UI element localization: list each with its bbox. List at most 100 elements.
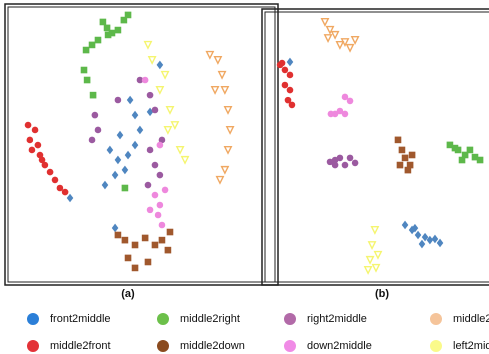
point — [476, 156, 484, 164]
point — [284, 96, 292, 104]
point — [66, 193, 74, 203]
point — [421, 232, 429, 242]
point — [31, 126, 39, 134]
point — [124, 254, 132, 262]
point — [141, 76, 149, 84]
point — [131, 264, 139, 272]
point — [406, 161, 414, 169]
point — [121, 236, 129, 244]
point — [180, 155, 190, 165]
point — [365, 255, 375, 265]
point — [103, 24, 111, 32]
panel-label: (b) — [375, 288, 389, 300]
point — [166, 228, 174, 236]
point — [327, 110, 335, 118]
legend-label: front2middle — [50, 313, 111, 325]
point — [170, 121, 180, 130]
legend-label: down2middle — [307, 340, 372, 352]
point — [223, 145, 233, 155]
point — [286, 86, 294, 94]
point — [331, 161, 339, 169]
point — [151, 241, 159, 249]
point — [330, 30, 340, 40]
point — [146, 146, 154, 154]
point — [350, 35, 360, 45]
point — [220, 85, 230, 95]
point — [320, 17, 330, 27]
point — [141, 234, 149, 242]
point — [205, 50, 215, 60]
point — [89, 91, 97, 99]
point — [156, 201, 164, 209]
point — [213, 56, 223, 65]
legend-label: middle2right — [180, 313, 240, 325]
point — [370, 225, 380, 235]
point — [466, 146, 474, 154]
legend-marker — [284, 313, 296, 325]
point — [56, 184, 64, 192]
point — [38, 156, 46, 164]
panel-frame — [7, 6, 276, 283]
point — [131, 110, 139, 120]
point — [144, 181, 152, 189]
point — [158, 221, 166, 229]
point — [104, 31, 112, 39]
point — [288, 101, 296, 109]
point — [146, 206, 154, 214]
point — [346, 97, 354, 105]
legend-marker — [157, 340, 169, 352]
point — [83, 76, 91, 84]
point — [398, 146, 406, 154]
point — [156, 141, 164, 149]
point — [82, 46, 90, 54]
point — [121, 184, 129, 192]
point — [411, 223, 419, 233]
point — [278, 59, 286, 67]
panel-frame — [264, 11, 489, 283]
legend-marker — [27, 340, 39, 352]
point — [124, 150, 132, 160]
point — [220, 165, 230, 175]
point — [155, 85, 165, 95]
point — [363, 265, 373, 275]
point — [108, 29, 116, 37]
point — [345, 43, 355, 53]
legend-marker — [27, 313, 39, 325]
legend-label: left2middle — [453, 340, 489, 352]
point — [136, 125, 144, 135]
point — [164, 246, 172, 254]
point — [24, 121, 32, 129]
point — [336, 107, 344, 115]
point — [26, 136, 34, 144]
panel-frame — [4, 3, 279, 286]
point — [396, 161, 404, 169]
point — [371, 263, 381, 273]
panel-frame — [261, 8, 489, 286]
panel-label: (a) — [121, 288, 135, 300]
point — [114, 96, 122, 104]
point — [401, 220, 409, 230]
point — [175, 145, 185, 155]
point — [46, 168, 54, 176]
point — [431, 234, 439, 244]
point — [151, 161, 159, 169]
point — [156, 171, 164, 179]
point — [351, 159, 359, 167]
point — [114, 26, 122, 34]
point — [116, 130, 124, 140]
point — [210, 85, 220, 95]
point — [151, 106, 159, 114]
point — [346, 154, 354, 162]
point — [471, 153, 479, 161]
point — [121, 165, 129, 175]
point — [340, 38, 350, 47]
point — [161, 186, 169, 194]
point — [80, 66, 88, 74]
point — [158, 236, 166, 244]
point — [408, 151, 416, 159]
point — [34, 141, 42, 149]
point — [458, 156, 466, 164]
point — [51, 176, 59, 184]
point — [136, 76, 144, 84]
